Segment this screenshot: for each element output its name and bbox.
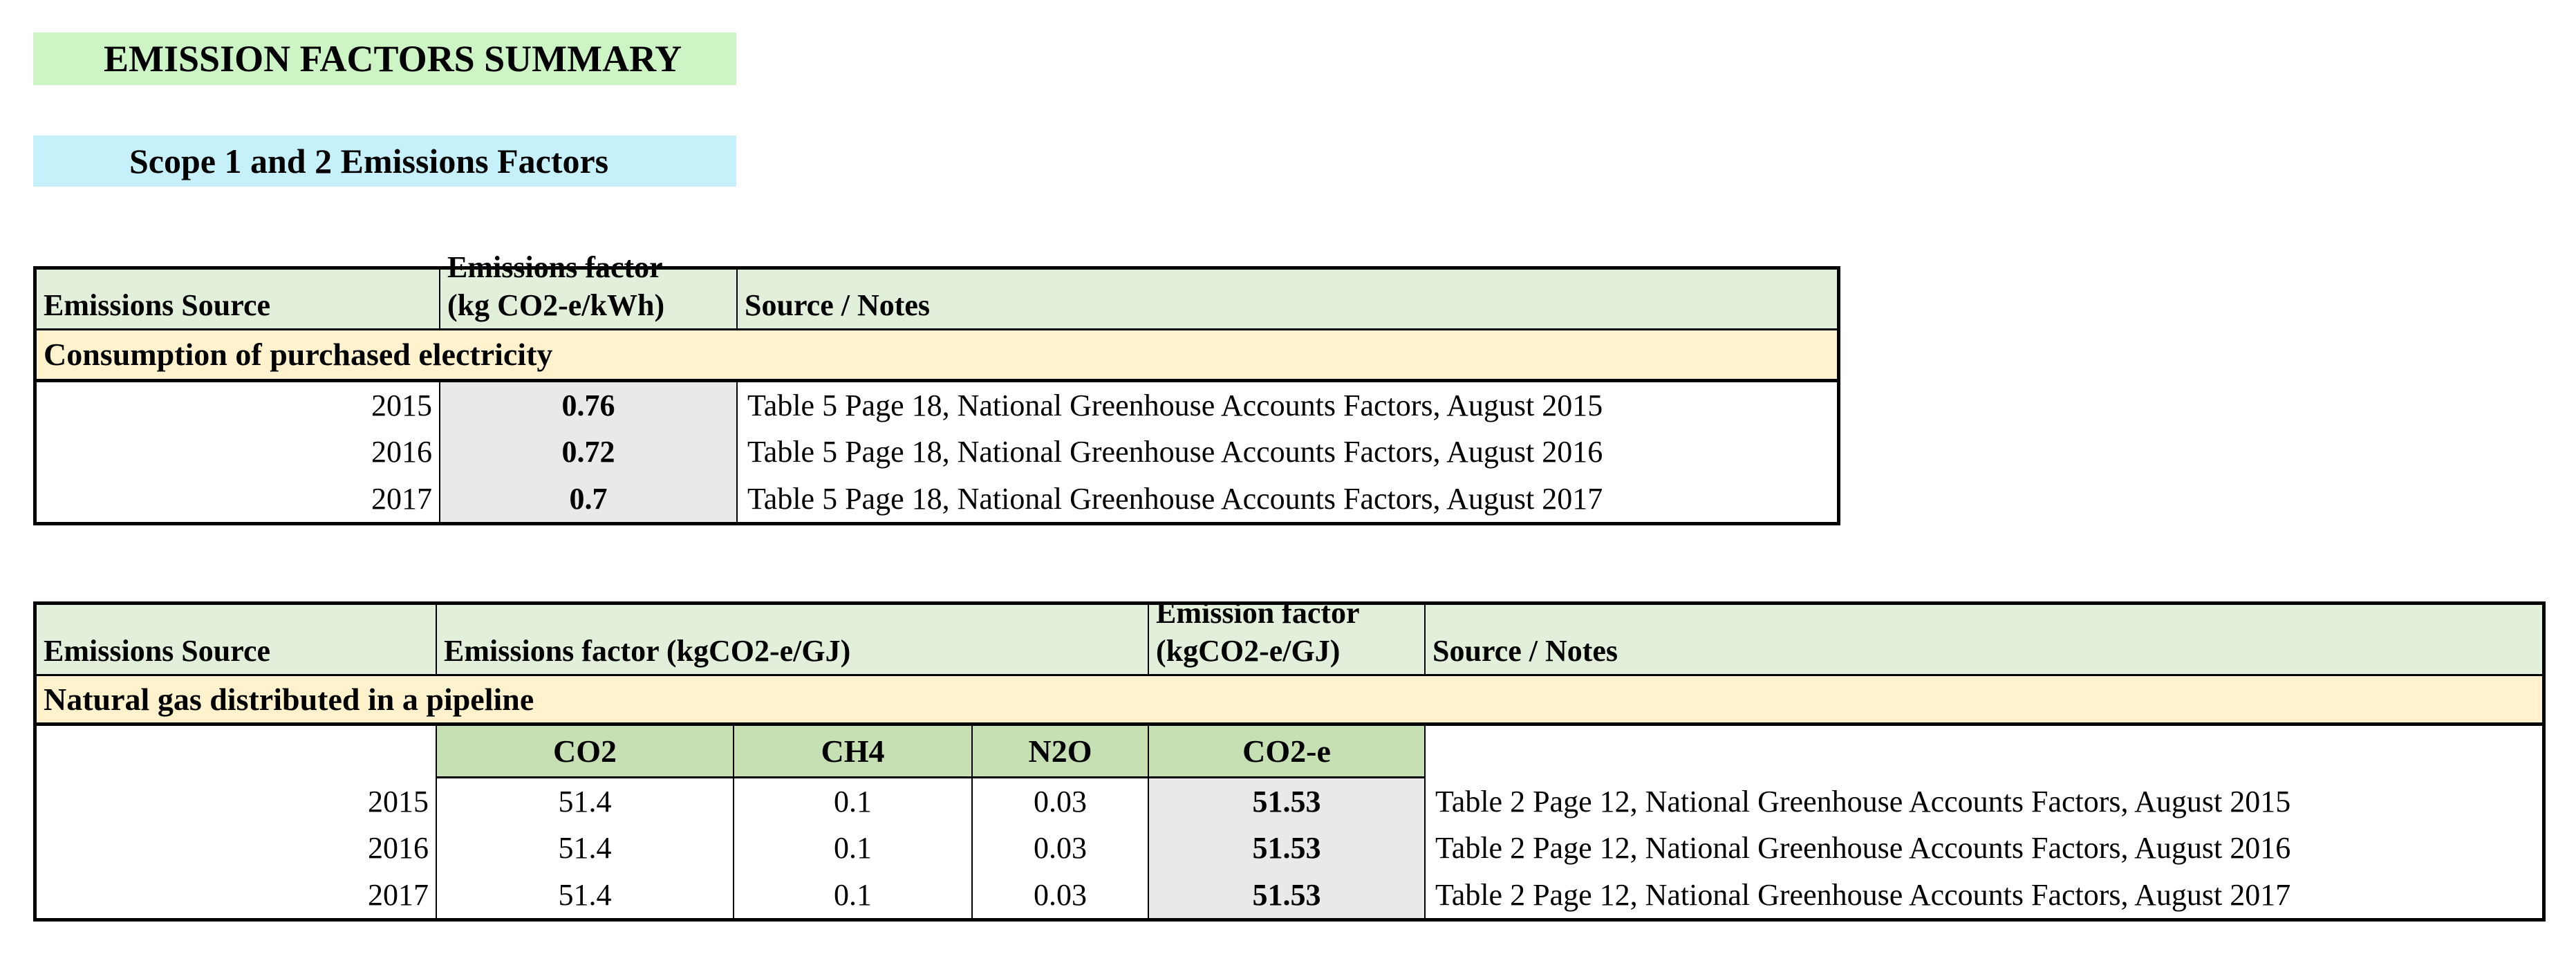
table2-gas-header-co2e: CO2-e [1242,733,1331,769]
section-text: Consumption of purchased electricity [44,337,553,373]
table2-row-2015-year: 2015 [368,785,429,819]
gridline [736,382,738,522]
page-title: EMISSION FACTORS SUMMARY [33,32,736,85]
gridline [436,726,437,918]
table1-row-2016-factor: 0.72 [561,435,615,469]
table2-row-2015-notes: Table 2 Page 12, National Greenhouse Acc… [1435,785,2291,819]
table1-section-band [37,330,1837,379]
table1-factor-column-fill [440,382,736,522]
table1-row-2017-notes: Table 5 Page 18, National Greenhouse Acc… [747,481,1603,516]
table2-header-factor-total: Emission factor (kgCO2-e/GJ) [1149,596,1424,674]
table2-header-source-notes: Source / Notes [1426,605,2542,674]
gridline [1424,726,1426,918]
table2-row-2017-ch4: 0.1 [834,877,872,912]
table2-header-factor-group: Emissions factor (kgCO2-e/GJ) [437,605,1148,674]
table2-row-2015-co2e: 51.53 [1252,785,1321,819]
table1-row-2016-notes: Table 5 Page 18, National Greenhouse Acc… [747,435,1603,469]
gridline [1148,605,1149,674]
header-label: Source / Notes [1432,634,1618,668]
section-title-scope-1-2: Scope 1 and 2 Emissions Factors [33,135,736,187]
table2-section-label: Natural gas distributed in a pipeline [37,676,2542,722]
table2-row-2017-notes: Table 2 Page 12, National Greenhouse Acc… [1435,877,2291,912]
gridline [436,605,437,674]
natural-gas-emission-factors-table: Emissions Source Emissions factor (kgCO2… [33,596,2546,922]
table2-row-2015-co2: 51.4 [558,785,612,819]
divider [436,776,1424,778]
table2-row-2017-co2e: 51.53 [1252,877,1321,912]
table2-row-2016-co2: 51.4 [558,831,612,865]
header-label: Emissions factor (kg CO2-e/kWh) [447,250,665,322]
section-text: Natural gas distributed in a pipeline [44,681,534,717]
gridline [439,382,440,522]
table2-gas-header-n2o: N2O [1028,733,1092,769]
table2-row-2015-n2o: 0.03 [1034,785,1087,819]
table2-row-2015-ch4: 0.1 [834,785,872,819]
header-label: Emissions Source [44,288,271,322]
table1-row-2016-year: 2016 [371,435,432,469]
table2-header-emissions-source: Emissions Source [37,605,436,674]
section-title-text: Scope 1 and 2 Emissions Factors [129,142,609,180]
electricity-emission-factors-table: Emissions Source Emissions factor (kg CO2… [33,250,1840,525]
table1-header-band [37,270,1837,328]
table1-row-2015-year: 2015 [371,389,432,422]
table2-row-2016-n2o: 0.03 [1034,831,1087,865]
table1-row-2017-year: 2017 [371,481,432,516]
table2-row-2017-n2o: 0.03 [1034,877,1087,912]
table1-row-2015-factor: 0.76 [561,389,615,422]
table1-row-2015-notes: Table 5 Page 18, National Greenhouse Acc… [747,389,1603,422]
gridline [736,270,738,330]
table2-row-2017-co2: 51.4 [558,877,612,912]
table2-gas-header-ch4: CH4 [821,733,885,769]
gridline [439,270,440,330]
gridline [1424,605,1426,674]
page-title-text: EMISSION FACTORS SUMMARY [104,38,682,80]
table2-gas-header-co2: CO2 [553,733,617,769]
table2-row-2016-year: 2016 [368,831,429,865]
table2-row-2016-co2e: 51.53 [1252,831,1321,865]
header-label: Emissions factor (kgCO2-e/GJ) [444,634,851,668]
gridline [1148,726,1149,918]
table1-section-label: Consumption of purchased electricity [37,330,1837,379]
header-label: Emissions Source [44,634,271,668]
table2-header-band [37,605,2542,674]
table1-header-emissions-factor: Emissions factor (kg CO2-e/kWh) [440,250,736,328]
header-label: Emission factor (kgCO2-e/GJ) [1156,596,1360,668]
table2-gas-header-band [436,726,1424,776]
table1-header-source-notes: Source / Notes [738,270,1837,328]
gridline [733,726,734,918]
table1-header-emissions-source: Emissions Source [37,270,439,328]
table2-row-2016-ch4: 0.1 [834,831,872,865]
divider [37,674,2542,676]
table2-co2e-column-fill [1149,778,1424,918]
divider [37,379,1837,382]
divider [37,722,2542,726]
divider [37,328,1837,330]
table2-row-2016-notes: Table 2 Page 12, National Greenhouse Acc… [1435,831,2291,865]
table1-row-2017-factor: 0.7 [569,481,608,516]
gridline [971,726,973,918]
table2-section-band [37,676,2542,722]
table2-row-2017-year: 2017 [368,877,429,912]
header-label: Source / Notes [745,288,931,322]
